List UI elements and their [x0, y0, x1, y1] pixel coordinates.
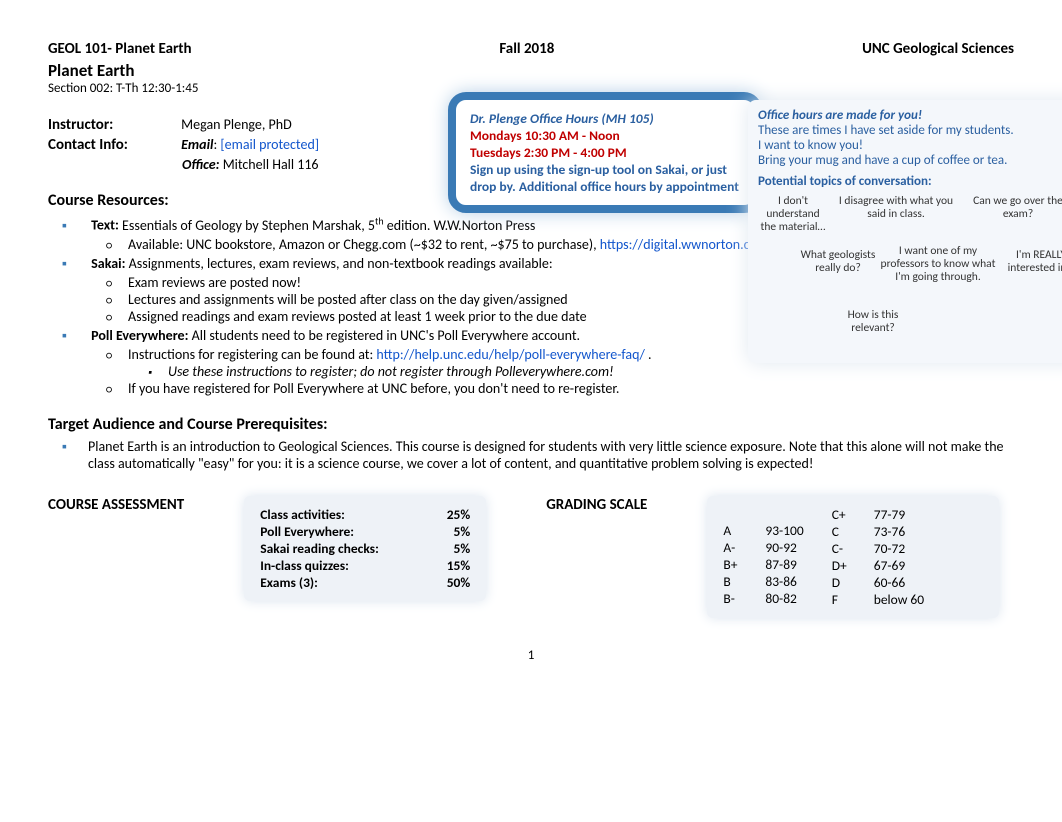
promo-line2: I want to know you! — [758, 138, 1062, 153]
poll-link[interactable]: http://help.unc.edu/help/poll-everywhere… — [376, 346, 644, 363]
grade-row: C73-76 — [832, 523, 924, 540]
grade-row: D+67-69 — [832, 557, 924, 574]
bubble-1: I don't understand the material… — [758, 195, 828, 235]
office-hours-title: Dr. Plenge Office Hours (MH 105) — [470, 110, 740, 127]
office-hours-box: Dr. Plenge Office Hours (MH 105) Mondays… — [448, 92, 762, 213]
assess-row-3: In-class quizzes:15% — [260, 557, 470, 574]
assessment-box: Class activities:25% Poll Everywhere:5% … — [244, 496, 486, 601]
bubble-7: How is this relevant? — [828, 309, 918, 335]
office-value: Mitchell Hall 116 — [223, 156, 319, 173]
contact-label: Contact Info: — [48, 136, 178, 154]
header-center: Fall 2018 — [499, 40, 554, 58]
course-title: Planet Earth — [48, 60, 1014, 81]
office-line: Office: Mitchell Hall 116 — [48, 156, 428, 173]
poll-label: Poll Everywhere: — [91, 327, 188, 344]
assessment-heading: COURSE ASSESSMENT — [48, 496, 184, 514]
grading-heading: GRADING SCALE — [546, 496, 647, 514]
grade-row: D60-66 — [832, 574, 924, 591]
bubble-6: I'm REALLY interested in… — [1006, 249, 1062, 275]
office-promo-box: Office hours are made for you! These are… — [748, 100, 1062, 363]
assess-row-2: Sakai reading checks:5% — [260, 540, 470, 557]
assess-row-4: Exams (3):50% — [260, 574, 470, 591]
office-label: Office: — [182, 156, 220, 173]
instructor-line: Instructor: Megan Plenge, PhD — [48, 116, 428, 134]
office-hours-time1: Mondays 10:30 AM - Noon — [470, 127, 740, 144]
sakai-desc: Assignments, lectures, exam reviews, and… — [129, 255, 553, 272]
email-link[interactable]: [email protected] — [220, 136, 319, 153]
grade-row: B83-86 — [723, 573, 803, 590]
bubble-5: I want one of my professors to know what… — [878, 245, 998, 285]
instructor-label: Instructor: — [48, 116, 178, 134]
promo-line1: These are times I have set aside for my … — [758, 123, 1062, 138]
bubble-3: Can we go over the exam? — [968, 195, 1062, 221]
sakai-label: Sakai: — [91, 255, 125, 272]
poll-bullet-2: If you have registered for Poll Everywhe… — [128, 380, 1014, 397]
poll-desc: All students need to be registered in UN… — [192, 327, 580, 344]
promo-subheading: Potential topics of conversation: — [758, 174, 1062, 189]
page-number: 1 — [48, 648, 1014, 663]
prereq-heading: Target Audience and Course Prerequisites… — [48, 415, 1014, 434]
header-left: GEOL 101- Planet Earth — [48, 40, 192, 58]
text-label: Text: — [91, 217, 119, 234]
conversation-bubbles: I don't understand the material… I disag… — [758, 189, 1062, 349]
grade-row: B-80-82 — [723, 590, 803, 607]
grade-row: C-70-72 — [832, 540, 924, 557]
grade-col-left: A93-100 A-90-92 B+87-89 B83-86 B-80-82 — [723, 506, 803, 608]
office-hours-time2: Tuesdays 2:30 PM - 4:00 PM — [470, 144, 740, 161]
prereq-text: Planet Earth is an introduction to Geolo… — [88, 438, 1014, 472]
text-desc: Essentials of Geology by Stephen Marshak… — [122, 217, 535, 234]
grading-box: A93-100 A-90-92 B+87-89 B83-86 B-80-82 C… — [707, 496, 999, 618]
grade-row: Fbelow 60 — [832, 591, 924, 608]
bubble-4: What geologists really do? — [798, 249, 878, 275]
grade-row: B+87-89 — [723, 556, 803, 573]
grade-row: A93-100 — [723, 522, 803, 539]
page-header: GEOL 101- Planet Earth Fall 2018 UNC Geo… — [48, 40, 1014, 58]
promo-line3: Bring your mug and have a cup of coffee … — [758, 153, 1062, 168]
assess-row-0: Class activities:25% — [260, 506, 470, 523]
contact-line: Contact Info: Email: [email protected] — [48, 136, 428, 154]
header-right: UNC Geological Sciences — [862, 40, 1014, 58]
prereq-list: Planet Earth is an introduction to Geolo… — [48, 438, 1014, 472]
email-label: Email — [181, 136, 213, 153]
grade-row: A-90-92 — [723, 539, 803, 556]
assess-row-1: Poll Everywhere:5% — [260, 523, 470, 540]
instructor-name: Megan Plenge, PhD — [181, 116, 292, 133]
office-hours-text: Sign up using the sign-up tool on Sakai,… — [470, 161, 740, 195]
bubble-2: I disagree with what you said in class. — [836, 195, 956, 221]
poll-sub-bullet: Use these instructions to register; do n… — [168, 363, 1014, 380]
grade-col-right: C+77-79 C73-76 C-70-72 D+67-69 D60-66 Fb… — [832, 506, 924, 608]
promo-title: Office hours are made for you! — [758, 108, 1062, 123]
grade-row: C+77-79 — [832, 506, 924, 523]
